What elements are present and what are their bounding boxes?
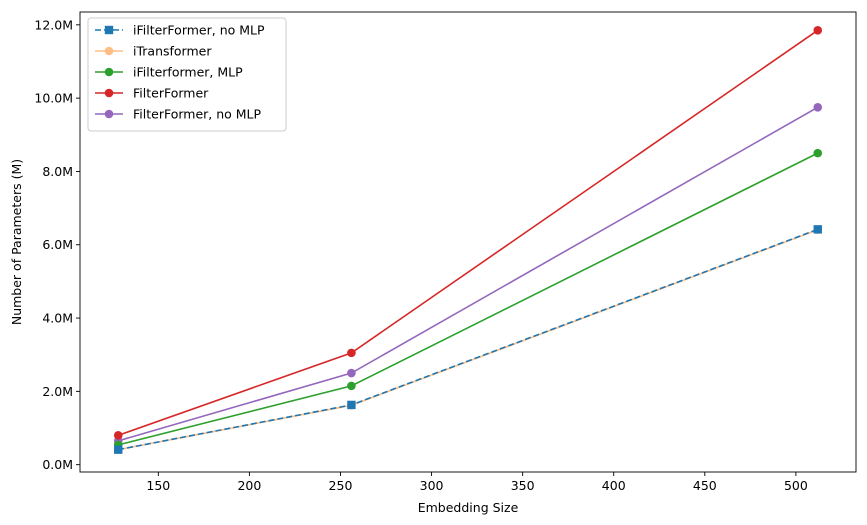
legend-swatch bbox=[95, 25, 123, 35]
data-point bbox=[813, 148, 823, 158]
x-tick-label: 200 bbox=[237, 478, 261, 493]
x-tick-label: 300 bbox=[420, 478, 444, 493]
series-ifilterformer-mlp bbox=[113, 148, 823, 450]
x-tick-label: 500 bbox=[784, 478, 808, 493]
series-filterformer bbox=[113, 26, 823, 440]
y-tick-label: 6.0M bbox=[42, 237, 73, 252]
series-filterformer-no-mlp bbox=[113, 102, 823, 446]
x-axis: 150 200 250 300 350 400 450 500 bbox=[146, 472, 808, 493]
y-tick-label: 4.0M bbox=[42, 311, 73, 326]
legend-label: iTransformer bbox=[133, 44, 212, 59]
data-point bbox=[347, 368, 356, 378]
series-line bbox=[118, 228, 819, 451]
legend-item-ifilterformer-no-mlp: iFilterFormer, no MLP bbox=[95, 23, 265, 38]
data-point bbox=[813, 26, 823, 35]
legend-label: iFilterformer, MLP bbox=[133, 65, 243, 80]
y-axis: 0.0M 2.0M 4.0M 6.0M 8.0M 10.0M 12.0M bbox=[34, 17, 80, 472]
legend-label: iFilterFormer, no MLP bbox=[133, 23, 265, 38]
y-tick-label: 10.0M bbox=[34, 91, 73, 106]
x-tick-label: 400 bbox=[602, 478, 626, 493]
legend-item-itransformer: iTransformer bbox=[95, 44, 212, 59]
legend-box bbox=[87, 17, 287, 132]
legend-item-filterformer: FilterFormer bbox=[95, 86, 209, 101]
legend-swatch bbox=[95, 88, 123, 98]
legend-swatch bbox=[95, 67, 123, 77]
legend-label: FilterFormer bbox=[133, 86, 209, 101]
plot-frame bbox=[79, 11, 857, 473]
x-tick-label: 450 bbox=[693, 478, 717, 493]
legend-swatch bbox=[95, 46, 123, 56]
legend-item-filterformer-no-mlp: FilterFormer, no MLP bbox=[95, 107, 262, 122]
data-point bbox=[347, 348, 356, 358]
data-point bbox=[813, 102, 823, 112]
x-tick-label: 150 bbox=[146, 478, 170, 493]
y-tick-label: 8.0M bbox=[42, 164, 73, 179]
plot-area bbox=[113, 26, 823, 454]
data-point bbox=[347, 400, 356, 410]
legend-label: FilterFormer, no MLP bbox=[133, 107, 262, 122]
series-line bbox=[118, 228, 819, 451]
x-axis-label: Embedding Size bbox=[418, 500, 519, 515]
y-tick-label: 2.0M bbox=[42, 384, 73, 399]
data-point bbox=[347, 381, 356, 391]
series-line bbox=[118, 152, 819, 446]
y-tick-label: 12.0M bbox=[34, 17, 73, 32]
legend: iFilterFormer, no MLP iTransformer iFilter… bbox=[87, 17, 287, 132]
x-tick-label: 350 bbox=[511, 478, 535, 493]
series-layer bbox=[113, 26, 823, 454]
data-point bbox=[114, 445, 123, 454]
data-point bbox=[813, 225, 822, 234]
y-axis-label: Number of Parameters (M) bbox=[9, 159, 24, 325]
x-tick-label: 250 bbox=[329, 478, 353, 493]
legend-swatch bbox=[95, 109, 123, 119]
data-point bbox=[113, 431, 123, 440]
series-line bbox=[118, 106, 819, 442]
series-ifilterformer-no-mlp bbox=[114, 225, 822, 454]
y-tick-label: 0.0M bbox=[42, 457, 73, 472]
legend-item-ifilterformer-mlp: iFilterformer, MLP bbox=[95, 65, 243, 80]
